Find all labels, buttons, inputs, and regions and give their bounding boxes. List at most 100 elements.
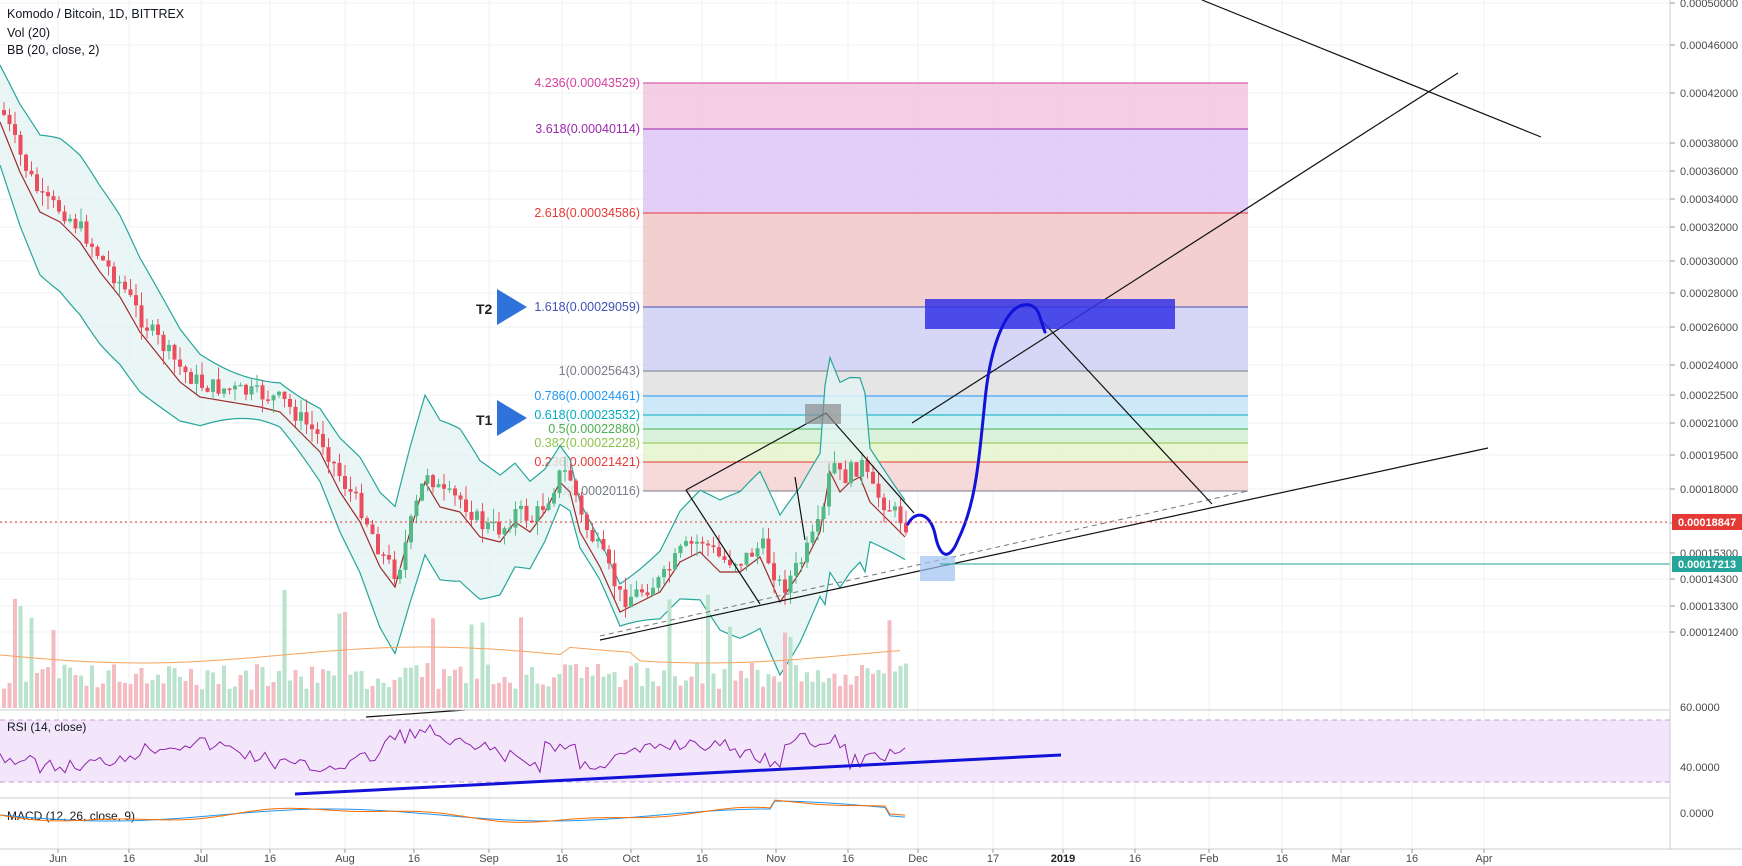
volume-bar-112 (618, 687, 622, 708)
candle-body-119 (656, 577, 661, 588)
candle-body-11 (62, 211, 67, 222)
volume-bar-11 (62, 664, 67, 708)
candle-body-103 (568, 470, 573, 481)
candle-body-129 (711, 545, 716, 548)
volume-bar-14 (79, 675, 83, 708)
vol-legend[interactable]: Vol (20) (7, 26, 51, 40)
volume-bar-101 (557, 674, 562, 708)
tick-line (794, 476, 806, 541)
volume-bar-24 (134, 673, 138, 708)
volume-bar-104 (574, 664, 578, 708)
candle-body-127 (700, 541, 705, 544)
volume-bar-154 (849, 684, 853, 708)
candle-body-5 (29, 170, 34, 175)
volume-bar-80 (442, 669, 446, 708)
volume-bar-25 (139, 668, 144, 708)
volume-bar-150 (827, 677, 831, 708)
candle-body-15 (84, 221, 89, 244)
candle-body-28 (156, 324, 160, 335)
volume-bar-7 (40, 669, 45, 708)
volume-bar-144 (794, 665, 798, 708)
fib-zone-6 (643, 415, 1248, 429)
candle-body-160 (882, 497, 886, 511)
candle-body-3 (18, 134, 23, 155)
time-tick-11: 16 (842, 853, 854, 865)
volume-bar-106 (585, 667, 589, 708)
macd-pane: MACD (12, 26, close, 9) (0, 797, 1670, 823)
price-tick-13: 0.00019500 (1680, 450, 1738, 462)
fib-label-6: 0.618(0.00023532) (534, 408, 640, 422)
candle-body-159 (876, 483, 881, 498)
candle-body-40 (222, 388, 226, 394)
time-tick-12: Dec (908, 853, 928, 865)
volume-bar-23 (128, 684, 133, 708)
volume-bar-155 (854, 675, 859, 708)
volume-bar-102 (563, 664, 567, 708)
candle-body-19 (106, 260, 111, 267)
t1-arrow-icon (497, 400, 527, 436)
volume-bar-12 (68, 667, 72, 708)
trend-line-support (599, 447, 1489, 641)
volume-bar-42 (233, 686, 237, 708)
volume-bar-28 (156, 674, 160, 708)
volume-bar-116 (640, 686, 644, 708)
candle-body-128 (706, 543, 710, 546)
candle-body-141 (777, 579, 782, 581)
candle-body-112 (618, 586, 622, 590)
time-tick-19: 16 (1406, 853, 1418, 865)
candle-body-61 (337, 462, 342, 476)
entry-zone-box (920, 556, 955, 581)
time-tick-3: 16 (264, 853, 276, 865)
time-tick-16: Feb (1200, 853, 1219, 865)
triangle-left-edge (685, 489, 761, 605)
candle-body-72 (398, 569, 402, 580)
volume-bar-162 (893, 671, 897, 708)
candle-body-32 (178, 359, 182, 367)
bb-fill (0, 65, 905, 675)
target-t1-label: T1 (476, 412, 493, 428)
volume-bar-32 (178, 676, 182, 708)
fib-label-2: 2.618(0.00034586) (534, 206, 640, 220)
candle-body-155 (854, 462, 859, 477)
volume-bar-20 (112, 664, 116, 708)
t2-arrow-icon (497, 289, 527, 325)
candle-body-39 (216, 379, 221, 394)
fib-label-4: 1(0.00025643) (559, 364, 640, 378)
candle-body-33 (183, 366, 188, 373)
bb-legend[interactable]: BB (20, close, 2) (7, 43, 100, 57)
candle-body-130 (717, 547, 721, 557)
time-tick-2: Jul (194, 853, 208, 865)
volume-bar-35 (194, 684, 199, 708)
candle-body-132 (728, 559, 732, 566)
volume-bar-96 (530, 667, 534, 708)
volume-bar-48 (266, 686, 270, 708)
volume-bar-114 (629, 666, 633, 708)
candle-body-101 (557, 470, 562, 493)
fib-label-1: 3.618(0.00040114) (535, 122, 640, 136)
candle-body-49 (271, 395, 276, 401)
volume-bar-141 (777, 681, 782, 708)
volume-bar-95 (524, 674, 529, 708)
symbol-legend[interactable]: Komodo / Bitcoin, 1D, BITTREX (7, 7, 185, 21)
volume-bar-158 (871, 673, 875, 708)
volume-bar-2 (13, 598, 17, 708)
candle-body-47 (260, 385, 265, 400)
volume-bar-6 (35, 673, 39, 708)
candle-body-62 (343, 475, 347, 490)
candle-body-30 (167, 344, 171, 352)
candle-body-158 (871, 471, 875, 484)
price-tick-1: 0.00046000 (1680, 40, 1738, 52)
candle-body-156 (860, 460, 864, 477)
volume-bar-160 (882, 673, 886, 708)
volume-bar-41 (227, 688, 232, 708)
candle-body-9 (51, 196, 56, 201)
candle-body-145 (799, 562, 804, 564)
fib-zone-9 (643, 462, 1248, 491)
candle-body-80 (442, 484, 446, 489)
candle-body-10 (57, 200, 61, 212)
candle-body-71 (392, 559, 397, 580)
time-tick-5: 16 (408, 853, 420, 865)
time-tick-9: 16 (696, 853, 708, 865)
volume-bar-128 (706, 594, 710, 708)
